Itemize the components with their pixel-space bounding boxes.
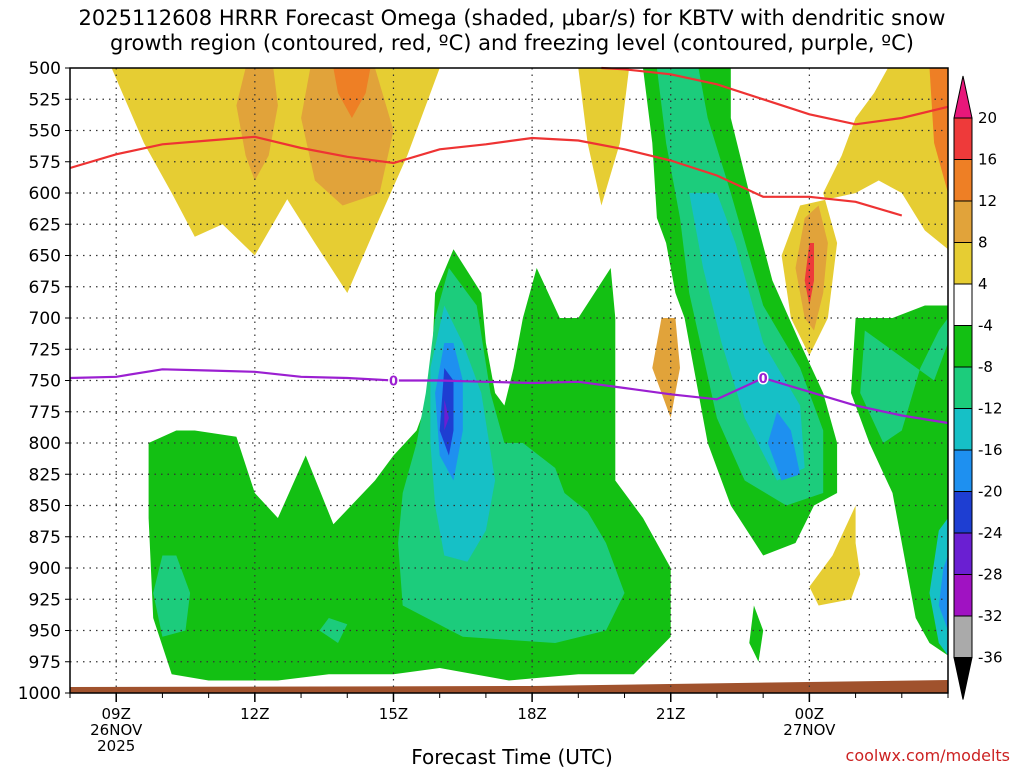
colorbar-label: 20 [978, 109, 997, 127]
colorbar-bin-4 [953, 242, 973, 285]
colorbar: 20 16 12 8 4 -4 -8 -12 -16 -20 -24 -28 -32 -36 [953, 75, 1003, 700]
y-tick-label-575: 575 [29, 153, 61, 173]
ground-strip [70, 680, 948, 693]
colorbar-cap-top [953, 75, 973, 119]
x-tick-date-00Z: 27NOV [783, 721, 836, 739]
y-tick-label-550: 550 [29, 122, 61, 142]
colorbar-bin-5 [953, 283, 973, 326]
omega-region-16 [444, 399, 449, 431]
y-tick-label-875: 875 [29, 528, 61, 548]
omega-region-4 [578, 68, 630, 206]
colorbar-bin-7 [953, 366, 973, 409]
omega-region-10 [809, 505, 861, 606]
omega-region-17 [153, 555, 191, 637]
omega-region-23 [749, 605, 764, 662]
credit-link[interactable]: coolwx.com/modelts [845, 746, 1010, 765]
freezing-level-label: 0 [389, 375, 398, 390]
omega-region-21 [689, 193, 805, 481]
colorbar-label: -28 [978, 566, 1003, 584]
y-tick-label-700: 700 [29, 309, 61, 329]
omega-region-5 [652, 318, 680, 418]
colorbar-bin-3 [953, 200, 973, 243]
colorbar-label: -4 [978, 317, 993, 335]
y-tick-label-975: 975 [29, 653, 61, 673]
colorbar-bin-9 [953, 449, 973, 492]
y-tick-label-775: 775 [29, 403, 61, 423]
y-tick-label-525: 525 [29, 90, 61, 110]
colorbar-bin-13 [953, 615, 973, 658]
colorbar-label: -16 [978, 441, 1003, 459]
omega-region-8 [804, 243, 814, 306]
colorbar-bin-12 [953, 574, 973, 617]
colorbar-label: -8 [978, 358, 993, 376]
colorbar-label: 4 [978, 275, 988, 293]
omega-region-2 [301, 68, 394, 206]
colorbar-bin-8 [953, 408, 973, 451]
freezing-level-line [69, 368, 949, 425]
omega-region-3 [333, 68, 371, 118]
colorbar-label: -36 [978, 649, 1003, 667]
x-tick-label-12Z: 12Z [240, 705, 269, 723]
colorbar-label: -24 [978, 524, 1003, 542]
colorbar-label: 12 [978, 192, 997, 210]
colorbar-bin-2 [953, 159, 973, 202]
colorbar-cap-bottom [953, 657, 973, 700]
y-tick-label-925: 925 [29, 590, 61, 610]
freezing-level-label: 0 [759, 372, 768, 387]
colorbar-label: -12 [978, 400, 1003, 418]
y-tick-label-825: 825 [29, 465, 61, 485]
x-axis-title: Forecast Time (UTC) [411, 745, 613, 769]
omega-region-9 [929, 68, 948, 193]
colorbar-bin-6 [953, 325, 973, 368]
y-tick-label-500: 500 [29, 59, 61, 79]
x-tick-label-00Z: 00Z [795, 705, 824, 723]
y-tick-label-1000: 1000 [18, 684, 61, 704]
y-tick-label-600: 600 [29, 184, 61, 204]
omega-region-27 [938, 555, 948, 631]
y-tick-label-625: 625 [29, 215, 61, 235]
y-tick-label-675: 675 [29, 278, 61, 298]
colorbar-bin-10 [953, 491, 973, 534]
chart-title-line1: 2025112608 HRRR Forecast Omega (shaded, … [78, 6, 946, 30]
dgz-contour--18C [601, 66, 949, 126]
omega-region-22 [767, 411, 801, 481]
x-tick-label-09Z: 09Z [102, 705, 131, 723]
colorbar-label: -32 [978, 607, 1003, 625]
colorbar-bin-1 [953, 117, 973, 160]
y-tick-label-725: 725 [29, 340, 61, 360]
chart-title: 2025112608 HRRR Forecast Omega (shaded, … [0, 6, 1024, 56]
y-tick-label-900: 900 [29, 559, 61, 579]
chart-title-line2: growth region (contoured, red, ºC) and f… [110, 31, 914, 55]
x-tick-label-18Z: 18Z [517, 705, 546, 723]
x-tick-year-09Z: 2025 [97, 737, 135, 755]
omega-region-1 [236, 68, 278, 181]
omega-shaded-regions [111, 68, 948, 681]
dgz-contour--12C [69, 135, 903, 217]
x-tick-label-21Z: 21Z [656, 705, 685, 723]
x-tick-date-09Z: 26NOV [90, 721, 143, 739]
x-tick-label-15Z: 15Z [379, 705, 408, 723]
omega-region-26 [929, 518, 948, 656]
colorbar-label: 8 [978, 234, 988, 252]
y-tick-label-650: 650 [29, 247, 61, 267]
y-tick-label-750: 750 [29, 372, 61, 392]
ground-terrain [70, 680, 948, 693]
y-tick-label-850: 850 [29, 497, 61, 517]
colorbar-label: -20 [978, 483, 1003, 501]
y-tick-label-950: 950 [29, 622, 61, 642]
colorbar-bin-11 [953, 532, 973, 575]
y-tick-label-800: 800 [29, 434, 61, 454]
colorbar-label: 16 [978, 151, 997, 169]
omega-region-18 [319, 618, 348, 643]
y-axis: 500 525 550 575 600 625 650 675 700 725 750 775 800 8… [18, 59, 70, 704]
